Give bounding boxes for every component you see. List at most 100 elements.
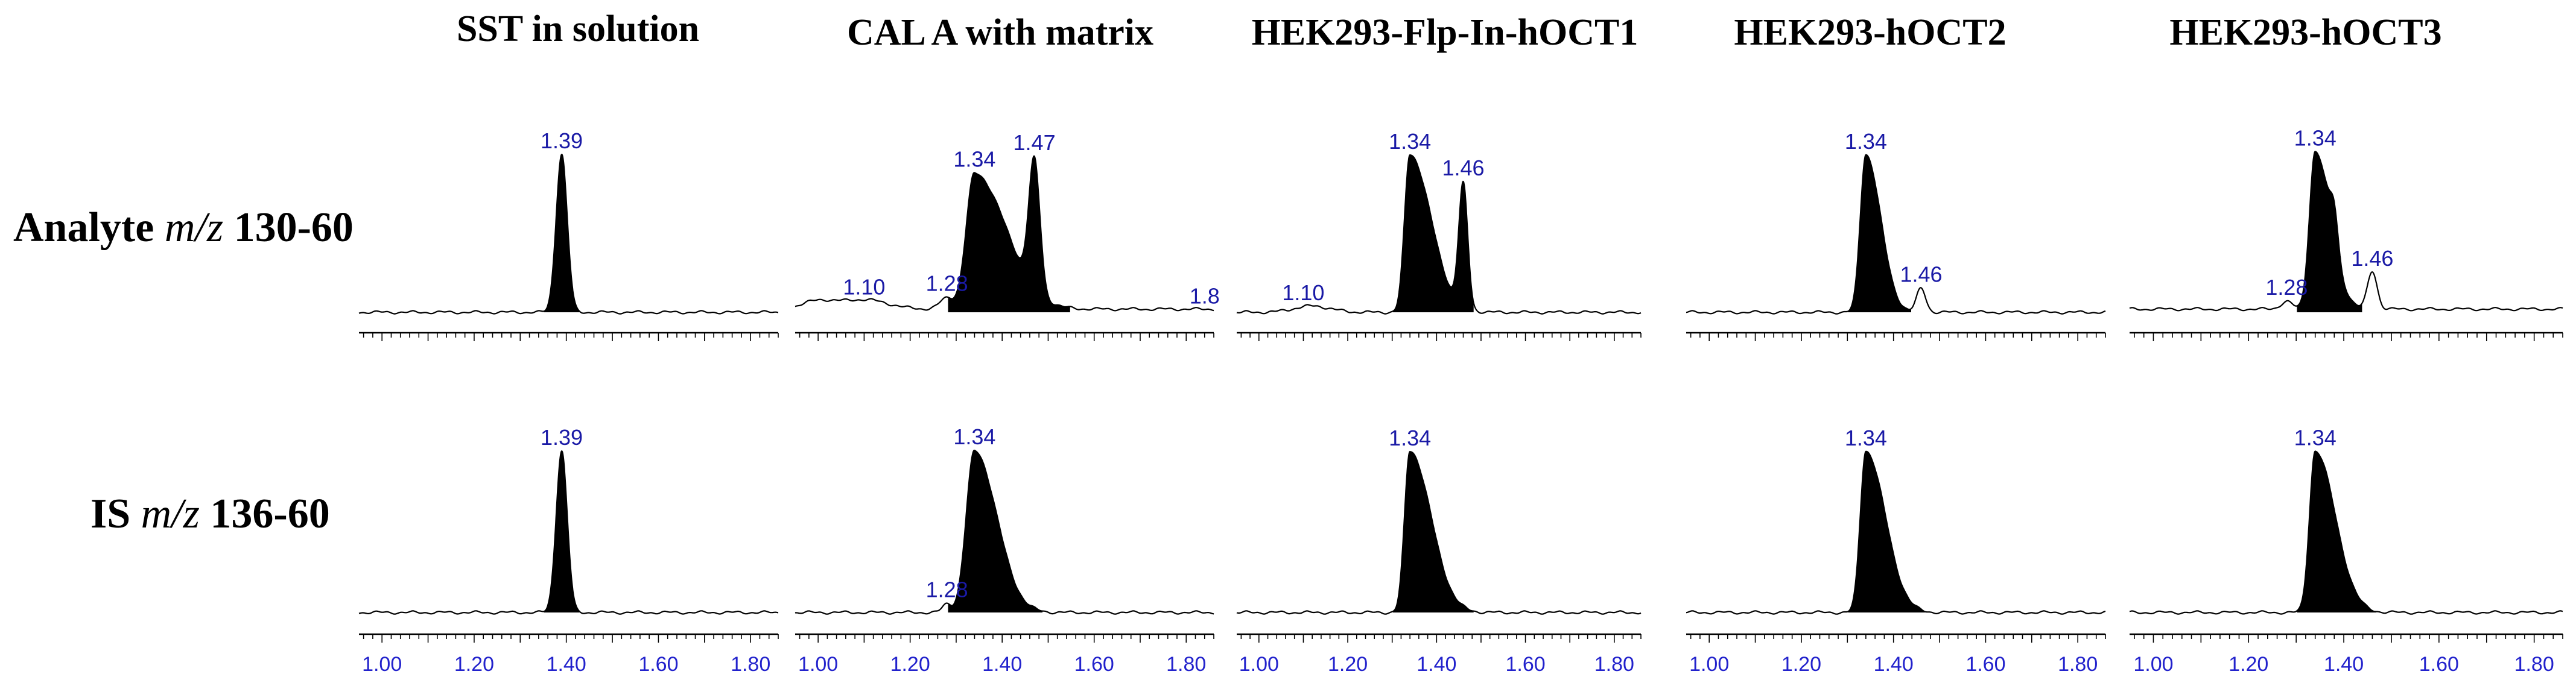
panel-is-hek293-flp-in-hoct1-tick-label: 1.00: [1239, 653, 1279, 676]
panel-analyte-hek293-flp-in-hoct1-trace: [1236, 154, 1642, 315]
panel-is-cal-a-with-matrix-peak-label: 1.34: [953, 424, 995, 449]
panel-is-hek293-hoct3-integrated-peak-0: [2297, 451, 2376, 612]
panel-analyte-hek293-hoct3: 1.28 1.34 1.46: [2129, 125, 2563, 341]
panel-is-cal-a-with-matrix-tick-label: 1.60: [1074, 653, 1114, 676]
panel-is-cal-a-with-matrix: 1.28 1.34 1.00 1.20 1.40 1.60 1.80: [795, 424, 1214, 676]
panel-is-sst-in-solution: 1.39 1.00 1.20 1.40 1.60 1.80: [358, 425, 779, 676]
panel-is-cal-a-with-matrix-tick-label: 1.20: [890, 653, 930, 676]
panel-analyte-hek293-hoct3-integrated-peak-0: [2297, 151, 2362, 313]
panel-analyte-sst-in-solution-integrated-peak-0: [544, 154, 580, 312]
panel-analyte-hek293-flp-in-hoct1: 1.10 1.34 1.46: [1236, 129, 1642, 341]
panel-is-cal-a-with-matrix-trace: [795, 449, 1214, 615]
panel-analyte-hek293-flp-in-hoct1-peak-label: 1.10: [1282, 280, 1324, 305]
panel-analyte-hek293-hoct3-ticks: [2134, 333, 2563, 341]
panel-is-hek293-hoct2-tick-label: 1.40: [1874, 653, 1914, 676]
panel-is-hek293-hoct3-tick-label: 1.00: [2133, 653, 2173, 676]
column-title-hoct3: HEK293-hOCT3: [2169, 12, 2441, 53]
panel-is-hek293-flp-in-hoct1-peak-label: 1.34: [1389, 426, 1431, 450]
panel-is-hek293-flp-in-hoct1: 1.34 1.00 1.20 1.40 1.60 1.80: [1236, 426, 1642, 676]
panel-analyte-cal-a-with-matrix-peak-label: 1.10: [843, 275, 885, 300]
panel-is-hek293-hoct2-peak-label: 1.34: [1845, 426, 1887, 450]
panel-is-sst-in-solution-tick-label: 1.00: [362, 653, 402, 676]
row-label-analyte-suffix: 130-60: [223, 204, 354, 251]
panel-is-hek293-flp-in-hoct1-trace: [1236, 450, 1642, 615]
panel-analyte-hek293-hoct2-peak-label: 1.34: [1845, 129, 1887, 154]
panel-is-hek293-hoct3-tick-label: 1.20: [2229, 653, 2268, 676]
row-labels: Analyte m/z 130-60 IS m/z 136-60: [13, 204, 354, 537]
column-title-hoct1: HEK293-Flp-In-hOCT1: [1252, 12, 1639, 53]
panel-is-hek293-flp-in-hoct1-tick-label: 1.40: [1416, 653, 1456, 676]
panel-is-hek293-hoct3: 1.34 1.00 1.20 1.40 1.60 1.80: [2129, 426, 2563, 676]
panel-analyte-cal-a-with-matrix-peak-label: 1.47: [1014, 130, 1056, 155]
row-label-analyte-prefix: Analyte: [13, 204, 165, 251]
row-label-analyte-mz: m/z: [165, 204, 223, 251]
row-label-is-prefix: IS: [90, 491, 141, 537]
panel-analyte-hek293-hoct2-peak-label: 1.46: [1900, 262, 1942, 286]
column-titles: SST in solution CAL A with matrix HEK293…: [457, 8, 2442, 53]
panel-analyte-hek293-hoct3-peak-label: 1.46: [2351, 246, 2393, 271]
panel-is-hek293-flp-in-hoct1-tick-label: 1.80: [1594, 653, 1634, 676]
panel-analyte-sst-in-solution-ticks: [363, 333, 779, 341]
panel-is-cal-a-with-matrix-tick-label: 1.40: [982, 653, 1022, 676]
panel-analyte-hek293-hoct2: 1.34 1.46: [1686, 129, 2106, 341]
row-label-is-mz: m/z: [141, 491, 200, 537]
panel-is-sst-in-solution-tick-label: 1.40: [547, 653, 586, 676]
panel-analyte-hek293-hoct2-integrated-peak-0: [1848, 154, 1911, 312]
panel-analyte-cal-a-with-matrix-peak-label: 1.34: [953, 146, 995, 171]
panel-is-hek293-hoct2-ticks: [1690, 634, 2106, 643]
panel-analyte-sst-in-solution-peak-label: 1.39: [541, 128, 583, 153]
panel-is-hek293-hoct2-integrated-peak-0: [1848, 451, 1925, 612]
panel-analyte-hek293-hoct3-peak-label: 1.28: [2265, 275, 2308, 300]
panel-is-hek293-hoct2-tick-label: 1.00: [1689, 653, 1729, 676]
column-title-cal-a: CAL A with matrix: [847, 12, 1153, 53]
panel-analyte-sst-in-solution-trace: [358, 153, 779, 315]
panel-analyte-sst-in-solution: 1.39: [358, 128, 779, 341]
panel-is-hek293-hoct3-trace: [2129, 450, 2563, 615]
panel-is-hek293-flp-in-hoct1-tick-label: 1.60: [1505, 653, 1545, 676]
panel-analyte-hek293-flp-in-hoct1-integrated-peak-0: [1392, 155, 1474, 312]
panel-analyte-cal-a-with-matrix: 1.10 1.28 1.34 1.47 1.8: [795, 130, 1220, 341]
panel-is-hek293-hoct3-peak-label: 1.34: [2294, 426, 2336, 450]
panel-is-hek293-hoct3-tick-label: 1.60: [2419, 653, 2459, 676]
panel-analyte-cal-a-with-matrix-peak-label: 1.8: [1190, 283, 1220, 308]
panel-analyte-hek293-flp-in-hoct1-peak-label: 1.34: [1389, 129, 1431, 154]
panel-is-cal-a-with-matrix-peak-label: 1.28: [926, 578, 968, 602]
panel-analyte-hek293-flp-in-hoct1-ticks: [1240, 333, 1642, 341]
panel-is-hek293-hoct3-tick-label: 1.80: [2514, 653, 2554, 676]
panel-is-hek293-flp-in-hoct1-integrated-peak-0: [1392, 452, 1474, 612]
row-label-is: IS m/z 136-60: [90, 491, 330, 537]
chromatogram-panels: 1.391.10 1.281.341.471.8 1.101.341.461.341…: [358, 125, 2563, 676]
panel-is-cal-a-with-matrix-integrated-peak-0: [948, 450, 1042, 612]
panel-analyte-cal-a-with-matrix-peak-label: 1.28: [926, 271, 968, 296]
panel-is-hek293-flp-in-hoct1-ticks: [1240, 634, 1642, 643]
panel-is-sst-in-solution-peak-label: 1.39: [541, 425, 583, 450]
panel-analyte-cal-a-with-matrix-ticks: [799, 333, 1214, 341]
panel-is-hek293-hoct2: 1.34 1.00 1.20 1.40 1.60 1.80: [1686, 426, 2106, 676]
panel-is-hek293-hoct2-tick-label: 1.20: [1781, 653, 1821, 676]
panel-is-cal-a-with-matrix-tick-label: 1.00: [798, 653, 838, 676]
panel-is-sst-in-solution-integrated-peak-0: [544, 451, 580, 612]
panel-analyte-hek293-hoct3-trace: [2129, 151, 2563, 312]
panel-is-hek293-hoct3-tick-label: 1.40: [2324, 653, 2364, 676]
row-label-is-suffix: 136-60: [200, 491, 330, 537]
panel-is-hek293-hoct2-trace: [1686, 450, 2106, 615]
panel-is-sst-in-solution-tick-label: 1.60: [638, 653, 678, 676]
panel-analyte-cal-a-with-matrix-integrated-peak-0: [948, 156, 1070, 312]
panel-analyte-hek293-hoct2-ticks: [1690, 333, 2106, 341]
panel-analyte-hek293-hoct3-peak-label: 1.34: [2294, 125, 2336, 150]
panel-analyte-hek293-hoct2-trace: [1686, 154, 2106, 315]
panel-is-hek293-flp-in-hoct1-tick-label: 1.20: [1328, 653, 1368, 676]
panel-is-cal-a-with-matrix-tick-label: 1.80: [1166, 653, 1206, 676]
column-title-sst: SST in solution: [457, 8, 699, 49]
row-label-analyte: Analyte m/z 130-60: [13, 204, 354, 251]
panel-analyte-hek293-flp-in-hoct1-peak-label: 1.46: [1442, 156, 1484, 180]
panel-analyte-cal-a-with-matrix-trace: [795, 155, 1214, 312]
panel-is-sst-in-solution-ticks: [363, 634, 779, 643]
panel-is-hek293-hoct3-ticks: [2134, 634, 2563, 643]
panel-is-sst-in-solution-tick-label: 1.80: [731, 653, 770, 676]
panel-is-hek293-hoct2-tick-label: 1.60: [1965, 653, 2005, 676]
column-title-hoct2: HEK293-hOCT2: [1734, 12, 2006, 53]
panel-is-sst-in-solution-trace: [358, 450, 779, 615]
panel-is-hek293-hoct2-tick-label: 1.80: [2058, 653, 2098, 676]
